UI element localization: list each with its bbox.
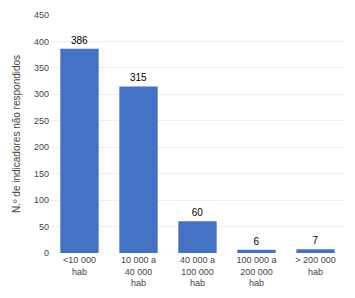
svg-text:100: 100 xyxy=(34,195,49,205)
svg-text:450: 450 xyxy=(34,10,49,20)
svg-text:50: 50 xyxy=(39,222,49,232)
svg-text:6: 6 xyxy=(254,236,260,247)
svg-text:60: 60 xyxy=(192,207,204,218)
svg-text:300: 300 xyxy=(34,89,49,99)
svg-text:100 000 a200 000hab: 100 000 a200 000hab xyxy=(236,255,276,288)
svg-text:0: 0 xyxy=(44,248,49,258)
svg-text:<10 000hab: <10 000hab xyxy=(63,255,96,277)
svg-text:350: 350 xyxy=(34,63,49,73)
svg-text:200: 200 xyxy=(34,142,49,152)
svg-text:250: 250 xyxy=(34,116,49,126)
svg-text:400: 400 xyxy=(34,37,49,47)
svg-text:7: 7 xyxy=(313,235,319,246)
svg-text:10 000 a40 000hab: 10 000 a40 000hab xyxy=(121,255,156,288)
svg-text:315: 315 xyxy=(130,72,147,83)
svg-text:150: 150 xyxy=(34,169,49,179)
svg-text:386: 386 xyxy=(71,35,88,46)
svg-text:> 200 000hab: > 200 000hab xyxy=(295,255,335,277)
svg-text:N.º de indicadores não respond: N.º de indicadores não respondidos xyxy=(11,55,22,213)
svg-text:40 000 a100 000hab: 40 000 a100 000hab xyxy=(180,255,215,288)
